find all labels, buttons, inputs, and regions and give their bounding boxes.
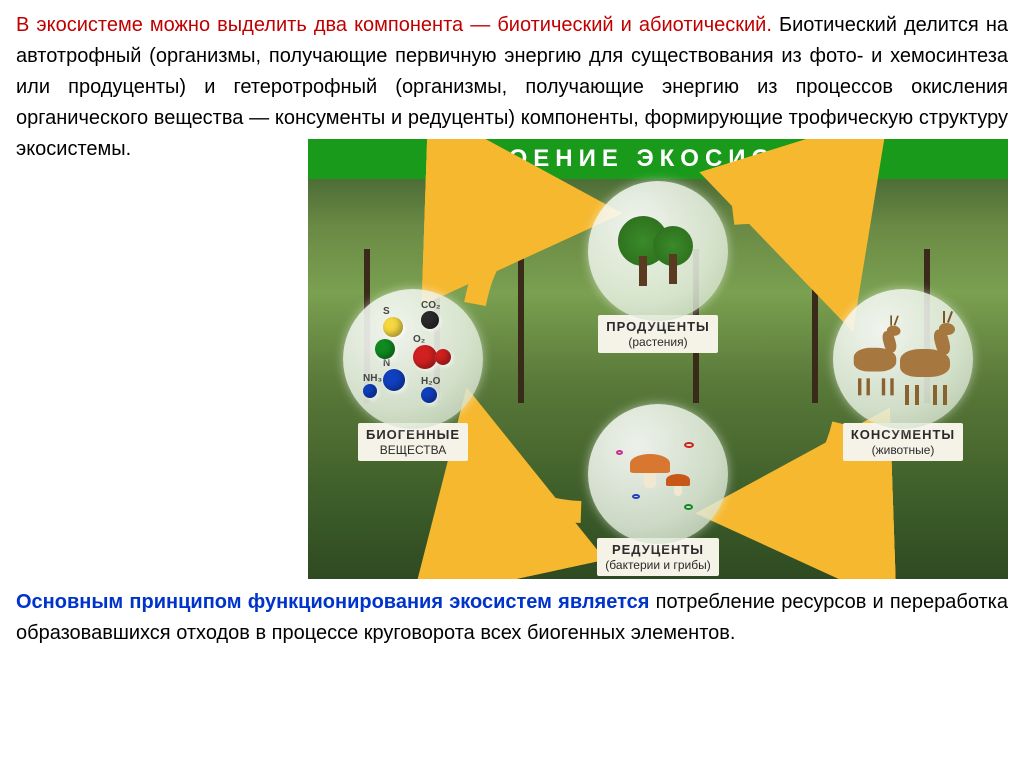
molecule-ball: [363, 384, 377, 398]
molecule-label: NH₃: [363, 373, 382, 384]
molecule-ball: [375, 339, 395, 359]
producers-label-text: ПРОДУЦЕНТЫ: [606, 319, 710, 334]
mushroom-icon: [630, 454, 670, 488]
bacteria-icon: [632, 494, 640, 499]
consumers-label-text: КОНСУМЕНТЫ: [851, 427, 955, 442]
molecule-label: S: [383, 306, 390, 317]
biogenic-label-text: БИОГЕННЫЕ: [366, 427, 460, 442]
molecule-label: O₂: [413, 334, 425, 345]
molecule-ball: [383, 369, 405, 391]
bacteria-icon: [684, 442, 694, 448]
biogenic-sub: ВЕЩЕСТВА: [366, 443, 460, 457]
molecule-ball: [421, 311, 439, 329]
intro-highlight: В экосистеме можно выделить два компонен…: [16, 14, 772, 36]
node-biogenic: S CO₂ O₂ NNH₃ H₂O БИОГЕННЫЕ ВЕЩЕСТВА: [338, 289, 488, 461]
molecule-ball: [435, 349, 451, 365]
principle-paragraph: Основным принципом функционирования экос…: [16, 587, 1008, 649]
ecosystem-diagram: СТРОЕНИЕ ЭКОСИСТЕМЫ ПРОДУЦЕНТЫ (растения…: [308, 139, 1008, 579]
node-consumers: КОНСУМЕНТЫ (животные): [828, 289, 978, 461]
reducers-circle: [588, 404, 728, 544]
bacteria-icon: [616, 450, 623, 455]
molecule-label: CO₂: [421, 300, 440, 311]
bacteria-icon: [684, 504, 693, 510]
consumers-circle: [833, 289, 973, 429]
molecule-ball: [421, 387, 437, 403]
principle-highlight: Основным принципом функционирования экос…: [16, 591, 649, 613]
molecule-label: H₂O: [421, 376, 440, 387]
molecule-label: N: [383, 358, 390, 369]
molecule-ball: [413, 345, 437, 369]
reducers-sub: (бактерии и грибы): [605, 558, 710, 572]
node-reducers: РЕДУЦЕНТЫ (бактерии и грибы): [583, 404, 733, 576]
molecule-ball: [383, 317, 403, 337]
node-producers: ПРОДУЦЕНТЫ (растения): [583, 181, 733, 353]
biogenic-circle: S CO₂ O₂ NNH₃ H₂O: [343, 289, 483, 429]
producers-circle: [588, 181, 728, 321]
consumers-sub: (животные): [851, 443, 955, 457]
mushroom-icon: [666, 474, 690, 496]
producers-sub: (растения): [606, 335, 710, 349]
reducers-label-text: РЕДУЦЕНТЫ: [612, 542, 704, 557]
diagram-title: СТРОЕНИЕ ЭКОСИСТЕМЫ: [308, 139, 1008, 179]
